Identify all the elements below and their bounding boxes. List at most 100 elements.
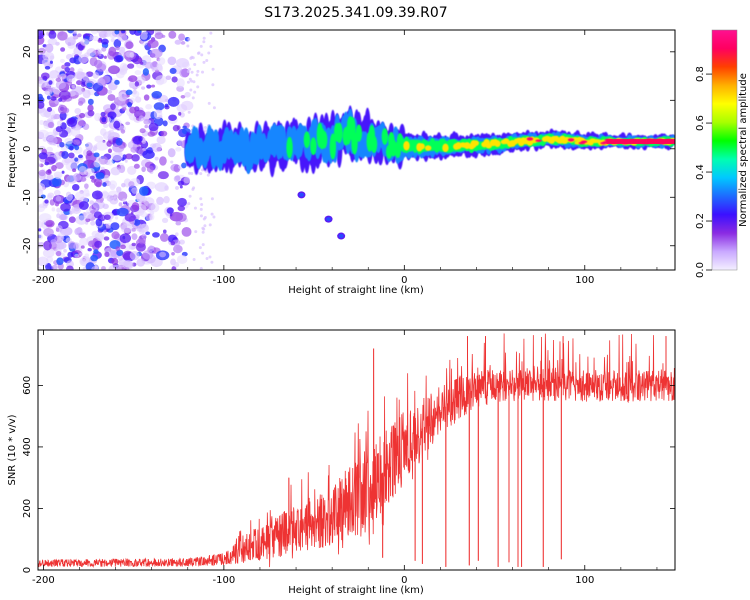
noise-blob [91,190,103,200]
noise-blob [68,152,75,159]
spectrogram-xlabel: Height of straight line (km) [288,285,424,296]
noise-blob [38,30,45,40]
noise-blob [161,217,169,223]
noise-blob [131,227,136,232]
noise-blob [39,108,48,118]
noise-blob [177,180,185,186]
noise-blob [210,197,214,201]
ridge-cell [370,135,378,154]
ridge-peak-cell [611,139,614,144]
noise-blob [143,118,151,125]
ridge-peak-cell [635,139,638,144]
noise-blob [66,74,76,83]
noise-blob [106,116,112,123]
snr-xtick-label: -200 [32,575,55,586]
noise-blob [173,261,180,268]
noise-blob [201,243,205,247]
noise-blob [173,244,183,254]
colorbar-tick-label: 0.8 [695,66,706,82]
ridge-peak-cell [651,139,654,144]
ridge-peak-cell [649,139,652,144]
ridge-cell [403,141,410,151]
noise-blob [94,144,98,148]
ridge-cell [567,138,575,142]
ridge-cell [320,131,328,149]
noise-blob [58,214,67,221]
noise-blob [113,38,122,48]
ridge-cell [494,140,501,148]
noise-blob [44,156,56,165]
spectrogram-ytick-label: -20 [22,238,33,254]
noise-blob [87,98,94,106]
ridge-cell [381,128,389,145]
noise-blob [77,154,83,159]
noise-blob [77,33,82,38]
noise-blob [168,114,177,122]
noise-blob [175,212,187,223]
noise-blob [57,104,68,114]
stray-point-core [298,192,304,197]
noise-blob [212,215,216,219]
snr-ytick-label: 400 [22,437,33,456]
noise-blob [193,90,197,94]
snr-panel: -200 -100 0 100 0 200 400 600 Height of straigh… [7,329,676,596]
noise-blob [200,202,204,206]
ridge-peak-cell [660,139,663,144]
noise-blob [80,38,90,46]
noise-blob [175,147,182,152]
noise-blob [123,261,133,268]
noise-blob [94,240,102,248]
ridge-peak-cell [619,139,622,144]
noise-blob [181,226,192,237]
noise-blob [125,41,134,50]
noise-blob [138,115,145,122]
noise-blob [154,156,159,161]
noise-blob [200,168,204,172]
noise-blob [166,207,174,214]
noise-blob [66,117,78,128]
ridge-peak-cell [628,139,631,144]
noise-blob [38,228,42,232]
noise-blob [188,194,192,198]
noise-blob [154,32,164,40]
noise-blob [77,43,84,51]
noise-blob [195,73,199,77]
noise-blob [156,136,166,145]
noise-blob [48,30,57,40]
noise-blob [60,202,71,212]
noise-blob [210,212,214,216]
noise-blob [178,239,185,245]
noise-blob [157,30,161,33]
noise-blob [153,102,165,111]
noise-blob [107,148,113,154]
noise-blob [188,67,192,71]
noise-blob [141,166,146,173]
noise-blob [71,86,84,96]
noise-blob [159,233,169,242]
noise-blob [209,31,213,35]
noise-blob [160,130,168,137]
noise-blob [63,248,67,253]
noise-blob [65,193,73,201]
noise-blob [49,70,60,79]
noise-blob [199,44,203,48]
noise-blob [49,102,56,108]
snr-frame [37,329,676,571]
noise-blob [92,35,99,41]
noise-blob [93,177,103,187]
noise-blob [167,148,176,158]
noise-blob [159,156,167,166]
noise-blob [200,70,204,74]
noise-blob [51,265,58,270]
noise-blob [89,175,95,180]
noise-blob [105,32,110,37]
colorbar-gradient [712,30,737,270]
noise-blob [103,236,110,241]
noise-blob [145,103,153,110]
snr-axes: -200 -100 0 100 0 200 400 600 [22,330,675,586]
noise-blob [192,80,196,84]
noise-blob [149,48,163,59]
noise-blob [177,197,187,207]
ridge-peak-cell [617,139,620,144]
